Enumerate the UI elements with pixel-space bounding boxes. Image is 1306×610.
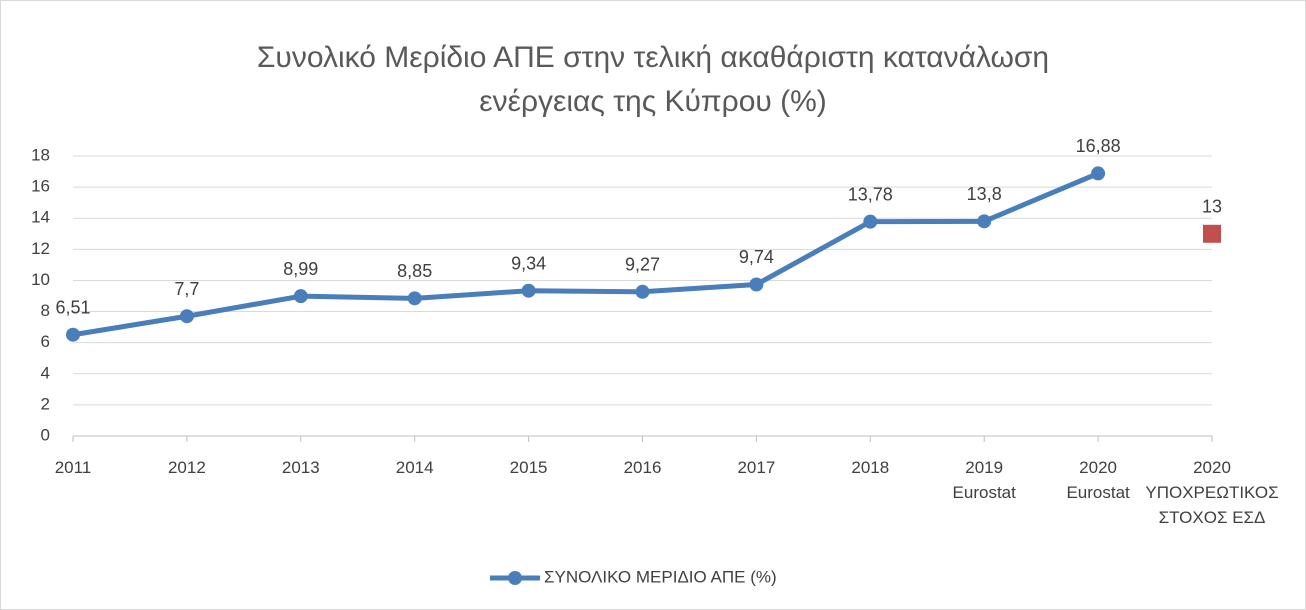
x-tick-label: 2012 — [167, 458, 206, 477]
y-tick-label: 8 — [41, 301, 50, 320]
marker — [977, 214, 992, 229]
y-tick-label: 14 — [31, 208, 50, 227]
marker — [521, 283, 536, 298]
marker — [407, 291, 422, 306]
data-label: 6,51 — [55, 297, 90, 317]
legend-marker — [508, 571, 522, 585]
x-tick-label: 2017 — [737, 458, 776, 477]
marker — [179, 309, 194, 324]
x-tick-label: 2015 — [509, 458, 548, 477]
legend-label: ΣΥΝΟΛΙΚΟ ΜΕΡΙΔΙΟ ΑΠΕ (%) — [544, 567, 777, 586]
data-label: 13 — [1202, 197, 1222, 217]
data-label: 16,88 — [1076, 136, 1121, 156]
marker — [863, 214, 878, 229]
data-label: 8,99 — [283, 259, 318, 279]
x-tick-label: 2020 ΥΠΟΧΡΕΩΤΙΚΟΣ ΣΤΟΧΟΣ ΕΣΔ — [1145, 458, 1279, 527]
data-label: 13,78 — [848, 184, 893, 204]
data-label: 9,27 — [625, 255, 660, 275]
x-tick-label: 2019 Eurostat — [952, 458, 1016, 502]
marker — [66, 327, 80, 342]
y-tick-label: 18 — [31, 145, 50, 164]
data-label: 7,7 — [174, 279, 199, 299]
series-line — [72, 171, 1100, 338]
data-label: 13,8 — [967, 184, 1002, 204]
marker — [635, 284, 650, 299]
x-tick-label: 2014 — [395, 458, 434, 477]
y-tick-label: 4 — [41, 363, 50, 382]
y-tick-label: 0 — [41, 425, 50, 444]
x-tick-label: 2020 Eurostat — [1066, 458, 1130, 502]
data-label: 9,74 — [739, 247, 774, 267]
chart-title: Συνολικό Μερίδιο ΑΠΕ στην τελική ακαθάρι… — [256, 41, 1050, 118]
marker — [1091, 166, 1106, 181]
y-tick-label: 10 — [31, 270, 50, 289]
marker — [749, 277, 764, 292]
data-label: 9,34 — [511, 253, 546, 273]
x-tick-label: 2013 — [281, 458, 320, 477]
x-tick-label: 2011 — [54, 458, 92, 477]
x-tick-label: 2016 — [623, 458, 662, 477]
x-tick-label: 2018 — [851, 458, 890, 477]
y-tick-label: 16 — [31, 177, 50, 196]
y-tick-label: 2 — [41, 394, 50, 413]
marker — [293, 289, 308, 304]
y-tick-label: 6 — [41, 332, 50, 351]
marker — [1203, 224, 1221, 243]
data-label: 8,85 — [397, 261, 432, 281]
y-tick-label: 12 — [31, 239, 50, 258]
